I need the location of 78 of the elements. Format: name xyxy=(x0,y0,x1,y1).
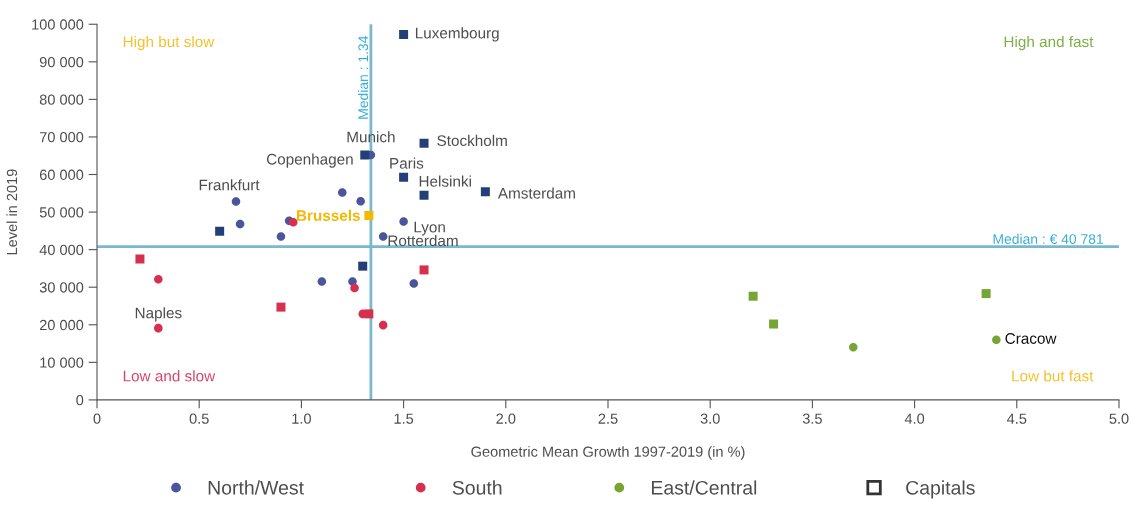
point xyxy=(769,319,779,329)
x-tick-label: 2.0 xyxy=(496,413,516,424)
point xyxy=(317,277,327,286)
point xyxy=(419,190,429,200)
point xyxy=(215,226,225,236)
x-tick-label: 1.5 xyxy=(394,413,414,424)
annotation: Brussels xyxy=(297,209,360,221)
point xyxy=(276,232,286,241)
y-tick-label: 0 xyxy=(76,395,84,406)
point xyxy=(409,279,419,288)
ref-line-label: Median : € 40 781 xyxy=(993,233,1103,244)
point xyxy=(399,172,409,182)
annotation: Helsinki xyxy=(419,175,471,187)
annotation: Amsterdam xyxy=(497,187,575,199)
y-tick-label: 10 000 xyxy=(40,357,84,368)
point xyxy=(419,138,429,148)
point xyxy=(378,320,388,330)
point xyxy=(338,188,347,197)
point xyxy=(356,196,365,206)
annotation: Cracow xyxy=(1005,333,1057,344)
y-tick-label: 90 000 xyxy=(39,56,84,68)
x-tick-label: 3.0 xyxy=(700,413,720,424)
point xyxy=(358,261,368,271)
legend-label: South xyxy=(452,480,502,495)
annotation: High but slow xyxy=(123,35,215,51)
y-tick-label: 30 000 xyxy=(39,282,84,293)
point xyxy=(419,265,429,275)
annotation: Low but fast xyxy=(1012,370,1094,382)
point xyxy=(399,29,409,39)
y-tick-label: 60 000 xyxy=(39,169,84,180)
annotation: High and fast xyxy=(1004,35,1094,51)
annotation: Paris xyxy=(390,157,424,169)
point xyxy=(288,217,298,227)
point xyxy=(992,335,1001,345)
point xyxy=(135,254,145,264)
y-tick-label: 70 000 xyxy=(39,132,84,143)
point xyxy=(748,291,758,301)
point xyxy=(378,232,388,241)
point xyxy=(154,323,163,333)
x-tick-label: 5.0 xyxy=(1109,413,1129,424)
annotation: Frankfurt xyxy=(199,179,260,191)
y-tick-label: 40 000 xyxy=(39,244,84,256)
legend-label: Capitals xyxy=(906,480,975,499)
point xyxy=(480,187,490,197)
x-axis-title: Geometric Mean Growth 1997-2019 (in %) xyxy=(471,446,745,460)
x-tick-label: 4.5 xyxy=(1006,413,1027,424)
point xyxy=(848,343,858,352)
y-tick-label: 100 000 xyxy=(32,19,84,30)
annotation: Stockholm xyxy=(437,134,507,147)
point xyxy=(364,309,374,319)
point xyxy=(235,219,245,229)
annotation: Copenhagen xyxy=(266,153,353,168)
x-tick-label: 0.5 xyxy=(189,413,209,424)
y-tick-label: 50 000 xyxy=(39,207,84,218)
y-tick-label: 20 000 xyxy=(39,319,84,331)
point xyxy=(360,150,370,160)
x-tick-label: 1.0 xyxy=(292,413,311,424)
annotation: Luxembourg xyxy=(415,27,499,42)
ref-line-label: Median : 1.34 xyxy=(357,36,369,119)
point xyxy=(350,283,359,293)
point xyxy=(399,217,408,226)
annotation: Rotterdam xyxy=(388,234,458,247)
point xyxy=(231,197,241,206)
legend-label: East/Central xyxy=(652,480,757,495)
annotation: Naples xyxy=(135,307,182,322)
x-tick-label: 2.5 xyxy=(598,413,618,424)
point xyxy=(276,302,286,312)
x-tick-label: 4.0 xyxy=(904,413,925,424)
y-tick-label: 80 000 xyxy=(39,94,84,105)
point xyxy=(154,275,163,284)
x-tick-label: 0 xyxy=(93,413,101,424)
point xyxy=(981,289,991,299)
legend-label: North/West xyxy=(208,480,304,495)
y-axis-title: Level in 2019 xyxy=(6,169,18,255)
annotation: Low and slow xyxy=(123,370,216,382)
point xyxy=(364,210,374,220)
x-tick-label: 3.5 xyxy=(802,413,822,424)
annotation: Lyon xyxy=(414,221,445,236)
